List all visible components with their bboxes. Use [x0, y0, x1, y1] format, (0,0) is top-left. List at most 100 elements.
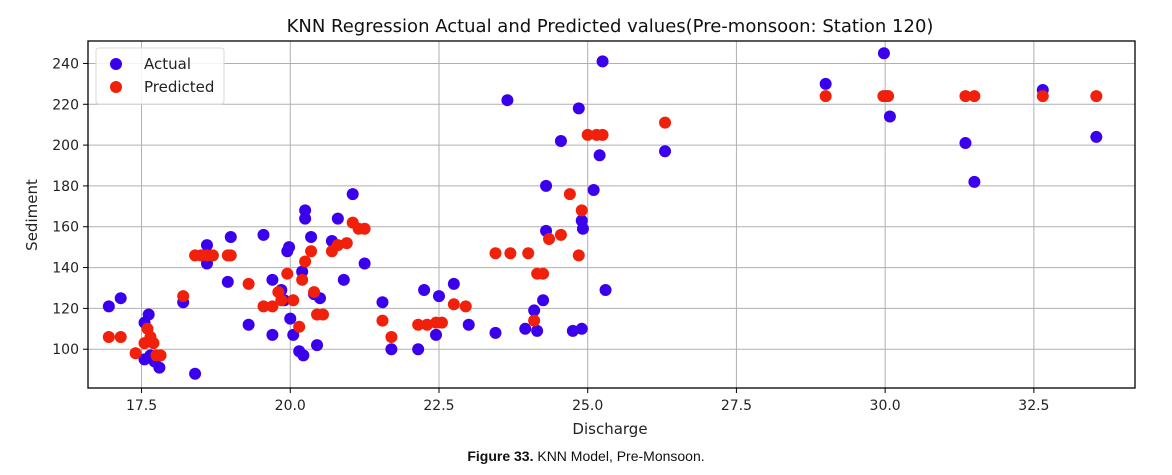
- point-predicted: [177, 290, 190, 303]
- point-actual: [432, 290, 445, 303]
- point-predicted: [154, 349, 167, 362]
- point-actual: [305, 230, 318, 243]
- x-tick-label: 32.5: [1018, 398, 1049, 414]
- point-actual: [266, 328, 279, 341]
- point-actual: [659, 145, 672, 158]
- point-actual: [257, 228, 270, 241]
- point-actual: [266, 273, 279, 286]
- point-actual: [283, 241, 296, 254]
- point-actual: [519, 322, 532, 335]
- point-actual: [883, 110, 896, 123]
- point-actual: [877, 47, 890, 60]
- point-predicted: [819, 90, 832, 103]
- point-actual: [430, 328, 443, 341]
- x-axis-ticks: 17.5 20.0 22.5 25.0 27.5 30.0 32.5: [126, 388, 1049, 414]
- y-tick-label: 240: [52, 56, 79, 72]
- legend-marker-predicted: [110, 81, 122, 93]
- point-actual: [959, 137, 972, 150]
- point-actual: [102, 300, 115, 313]
- point-predicted: [1036, 90, 1049, 103]
- point-predicted: [421, 318, 434, 331]
- point-predicted: [114, 330, 127, 343]
- point-actual: [447, 277, 460, 290]
- point-predicted: [305, 245, 318, 258]
- point-actual: [114, 292, 127, 305]
- y-tick-label: 200: [52, 138, 79, 154]
- y-tick-label: 100: [52, 342, 79, 358]
- point-actual: [311, 339, 324, 352]
- point-actual: [489, 326, 502, 339]
- point-predicted: [572, 249, 585, 262]
- y-axis-label: Sediment: [23, 179, 41, 251]
- y-tick-label: 180: [52, 179, 79, 195]
- point-predicted: [528, 314, 541, 327]
- point-predicted: [882, 90, 895, 103]
- point-predicted: [537, 267, 550, 280]
- x-axis-label: Discharge: [572, 420, 647, 438]
- point-predicted: [968, 90, 981, 103]
- point-actual: [418, 284, 431, 297]
- point-actual: [819, 77, 832, 90]
- point-predicted: [275, 294, 288, 307]
- plot-frame: [87, 40, 1136, 389]
- point-actual: [284, 312, 297, 325]
- point-predicted: [412, 318, 425, 331]
- point-predicted: [308, 286, 321, 299]
- point-actual: [142, 308, 155, 321]
- point-actual: [297, 349, 310, 362]
- point-predicted: [266, 300, 279, 313]
- x-tick-label: 22.5: [423, 398, 454, 414]
- point-predicted: [224, 249, 237, 262]
- legend-marker-actual: [110, 58, 122, 70]
- y-tick-label: 140: [52, 261, 79, 277]
- point-predicted: [385, 330, 398, 343]
- point-predicted: [575, 204, 588, 217]
- x-tick-label: 17.5: [126, 398, 157, 414]
- x-tick-label: 25.0: [572, 398, 603, 414]
- point-actual: [153, 361, 166, 374]
- point-actual: [358, 257, 371, 270]
- point-actual: [462, 318, 475, 331]
- point-predicted: [489, 247, 502, 260]
- point-predicted: [102, 330, 115, 343]
- legend-box: [95, 47, 225, 105]
- point-actual: [576, 222, 589, 235]
- point-actual: [331, 212, 344, 225]
- y-tick-label: 120: [52, 301, 79, 317]
- y-tick-label: 220: [52, 97, 79, 113]
- point-actual: [968, 175, 981, 188]
- x-tick-label: 30.0: [870, 398, 901, 414]
- point-predicted: [358, 222, 371, 235]
- point-predicted: [959, 90, 972, 103]
- x-tick-label: 20.0: [275, 398, 306, 414]
- point-actual: [299, 204, 312, 217]
- point-predicted: [340, 237, 353, 250]
- figure-caption-label: Figure 33.: [467, 448, 534, 464]
- point-predicted: [281, 267, 294, 280]
- point-predicted: [129, 347, 142, 360]
- point-actual: [572, 102, 585, 115]
- point-actual: [531, 324, 544, 337]
- point-predicted: [522, 247, 535, 260]
- point-actual: [537, 294, 550, 307]
- point-actual: [566, 324, 579, 337]
- point-predicted: [596, 128, 609, 141]
- point-actual: [501, 94, 514, 107]
- point-predicted: [299, 255, 312, 268]
- point-actual: [221, 275, 234, 288]
- y-tick-label: 160: [52, 220, 79, 236]
- point-predicted: [331, 239, 344, 252]
- point-actual: [385, 343, 398, 356]
- point-actual: [376, 296, 389, 309]
- point-actual: [528, 304, 541, 317]
- point-actual: [1090, 130, 1103, 143]
- point-predicted: [293, 320, 306, 333]
- point-actual: [346, 188, 359, 201]
- point-actual: [587, 184, 600, 197]
- series-predicted: [102, 90, 1103, 362]
- legend-label-predicted: Predicted: [144, 78, 214, 96]
- point-actual: [224, 230, 237, 243]
- point-actual: [596, 55, 609, 68]
- chart-title: KNN Regression Actual and Predicted valu…: [287, 16, 934, 37]
